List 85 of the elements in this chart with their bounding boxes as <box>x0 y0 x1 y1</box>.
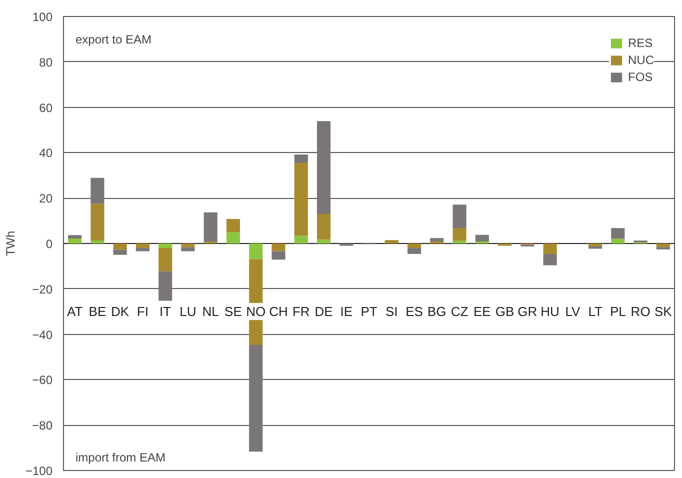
y-tick-label: 40 <box>39 146 53 160</box>
x-tick-label: DE <box>314 304 334 319</box>
bar <box>611 238 625 244</box>
y-tick-label: −80 <box>32 418 53 433</box>
bar <box>452 228 466 241</box>
bar <box>543 254 557 266</box>
bar <box>384 240 398 244</box>
x-tick-label: GB <box>495 304 514 319</box>
x-tick-label: LV <box>565 304 580 319</box>
bar <box>249 344 263 452</box>
x-tick-label: IE <box>340 304 353 319</box>
x-tick-label: AT <box>66 304 83 319</box>
x-tick-label: BG <box>428 304 446 319</box>
bar <box>68 238 82 244</box>
bar <box>272 244 286 252</box>
y-tick-label: −40 <box>32 328 53 342</box>
bar <box>316 240 331 244</box>
y-tick-label: 60 <box>39 100 53 115</box>
bar <box>272 251 286 260</box>
bar <box>475 234 489 242</box>
x-tick-label: IT <box>160 304 172 319</box>
bar <box>588 244 602 246</box>
bar <box>316 214 331 240</box>
x-tick-label: HU <box>540 304 560 319</box>
x-tick-label: NO <box>246 304 266 319</box>
x-tick-label: SE <box>224 304 242 319</box>
x-tick-label: LU <box>180 304 196 319</box>
bar <box>543 244 557 254</box>
bar <box>294 162 308 236</box>
bar <box>90 178 104 204</box>
bar <box>158 271 172 301</box>
x-tick-label: GR <box>518 304 538 319</box>
bar <box>294 154 308 163</box>
bar <box>452 204 466 228</box>
bar <box>68 235 82 239</box>
bar <box>226 232 240 244</box>
x-tick-label: FR <box>292 304 310 319</box>
bar <box>226 218 240 232</box>
x-tick-label: CZ <box>450 304 468 319</box>
y-tick-label: −20 <box>32 282 53 296</box>
bar <box>204 212 218 242</box>
legend-label: RES <box>628 36 653 50</box>
x-tick-label: FI <box>136 304 148 319</box>
y-tick-label: 0 <box>46 237 53 251</box>
y-tick-label: 100 <box>32 10 53 24</box>
x-tick-label: PT <box>360 304 378 319</box>
bar <box>294 236 308 244</box>
bar <box>113 244 127 250</box>
x-tick-label: NL <box>202 304 219 319</box>
bar <box>113 250 127 255</box>
annotation: export to EAM <box>76 32 152 46</box>
annotation: import from EAM <box>76 450 166 464</box>
bar <box>656 244 670 248</box>
bar <box>430 238 444 242</box>
y-tick-label: −60 <box>32 373 53 388</box>
bar <box>90 240 104 244</box>
x-tick-label: RO <box>630 304 650 319</box>
bar <box>136 244 150 248</box>
x-tick-label: SI <box>385 304 398 319</box>
x-tick-label: LT <box>588 304 602 319</box>
y-tick-label: −100 <box>25 464 53 478</box>
bar <box>407 244 422 248</box>
x-tick-label: SK <box>654 304 672 319</box>
x-tick-label: CH <box>269 304 288 319</box>
bar <box>181 247 195 252</box>
bar <box>452 240 466 244</box>
x-tick-label: DK <box>111 304 130 319</box>
bar <box>158 244 172 248</box>
y-tick-label: 80 <box>39 55 53 70</box>
x-tick-label: PL <box>610 304 626 319</box>
bar <box>407 248 422 254</box>
legend-label: NUC <box>628 53 654 67</box>
bar <box>158 248 172 272</box>
legend-label: FOS <box>628 70 653 84</box>
bar <box>181 244 195 248</box>
bar <box>90 204 104 241</box>
y-tick-label: 20 <box>39 192 53 206</box>
bar <box>249 244 263 260</box>
bar <box>316 121 331 214</box>
x-tick-label: BE <box>88 304 106 319</box>
bar <box>136 248 150 252</box>
bar <box>611 228 625 239</box>
x-tick-label: EE <box>473 304 492 319</box>
x-tick-label: ES <box>406 304 424 319</box>
y-axis-title: TWh <box>3 230 18 256</box>
